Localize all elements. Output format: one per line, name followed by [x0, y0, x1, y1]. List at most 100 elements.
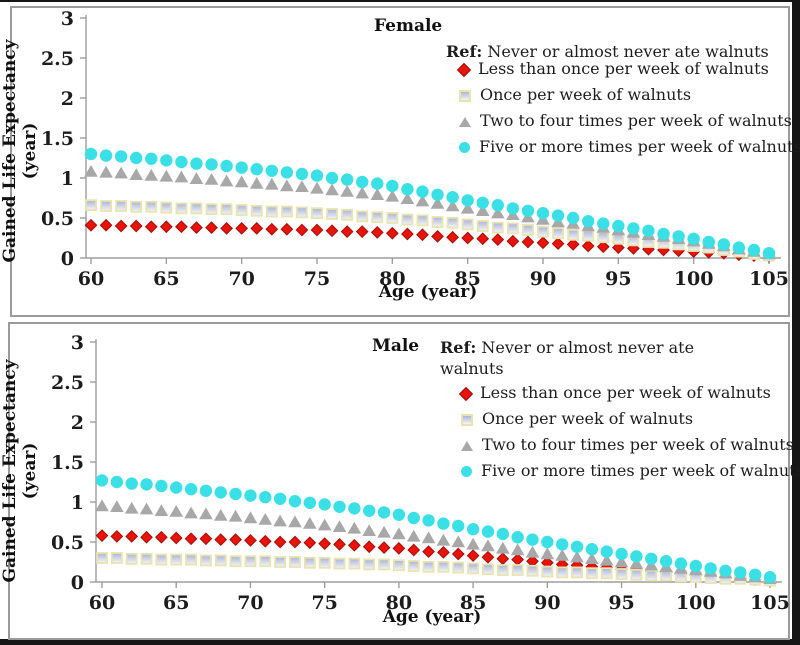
triangle-data-point — [362, 524, 376, 536]
x-tick-label: 100 — [676, 592, 716, 614]
square-data-point — [160, 201, 173, 214]
square-data-point — [645, 569, 658, 582]
triangle-data-point — [481, 539, 495, 552]
circle-data-point — [672, 230, 685, 243]
diamond-data-point — [407, 543, 421, 557]
triangle-marker-icon — [461, 440, 473, 451]
triangle-data-point — [213, 509, 228, 521]
circle-data-point — [461, 194, 474, 207]
circle-data-point — [582, 215, 595, 228]
circle-data-point — [265, 164, 278, 177]
circle-marker-icon — [459, 142, 470, 153]
triangle-data-point — [114, 166, 128, 179]
diamond-data-point — [84, 218, 98, 232]
y-tick-label: 1.5 — [41, 128, 74, 150]
square-data-point — [235, 204, 248, 216]
square-data-point — [522, 224, 534, 236]
triangle-data-point — [129, 168, 143, 180]
x-tick-label: 80 — [386, 592, 412, 614]
square-data-point — [341, 208, 354, 221]
diamond-data-point — [446, 230, 459, 244]
diamond-data-point — [99, 218, 113, 232]
y-tick-label: 2.5 — [51, 372, 84, 394]
square-data-point — [467, 562, 480, 575]
legend-item-label: Five or more times per week of walnuts — [481, 461, 800, 480]
triangle-data-point — [400, 192, 415, 204]
triangle-data-point — [460, 201, 475, 214]
circle-data-point — [541, 535, 554, 549]
square-data-point — [326, 208, 338, 220]
x-tick-label: 65 — [163, 592, 189, 614]
circle-data-point — [627, 222, 640, 235]
circle-data-point — [645, 552, 658, 565]
circle-data-point — [114, 150, 128, 163]
circle-data-point — [110, 475, 124, 489]
circle-data-point — [325, 171, 339, 185]
square-data-point — [185, 553, 197, 566]
ref-text: Never or almost never ate walnuts — [487, 42, 769, 61]
circle-data-point — [371, 177, 384, 190]
diamond-data-point — [496, 552, 510, 566]
square-data-point — [567, 228, 580, 241]
triangle-data-point — [340, 185, 354, 197]
circle-data-point — [229, 487, 242, 501]
square-data-point — [155, 553, 168, 566]
square-data-point — [511, 564, 524, 576]
square-data-point — [363, 558, 376, 571]
diamond-data-point — [214, 533, 228, 546]
diamond-data-point — [144, 220, 158, 234]
circle-data-point — [704, 562, 717, 575]
diamond-data-point — [258, 534, 272, 548]
square-data-point — [378, 558, 390, 571]
diamond-data-point — [611, 241, 625, 254]
circle-data-point — [377, 506, 391, 519]
y-tick-label: 1.5 — [51, 452, 84, 474]
x-tick-label: 90 — [534, 592, 560, 614]
circle-data-point — [214, 486, 227, 499]
diamond-data-point — [347, 538, 361, 552]
triangle-data-point — [570, 550, 584, 563]
circle-data-point — [466, 523, 480, 536]
diamond-data-point — [310, 223, 324, 237]
triangle-data-point — [204, 173, 219, 185]
square-data-point — [348, 557, 361, 570]
square-data-point — [496, 564, 509, 576]
ref-prefix: Ref: — [446, 42, 483, 61]
legend: Less than once per week of walnuts Once … — [458, 380, 800, 484]
diamond-data-point — [199, 532, 213, 546]
diamond-data-point — [491, 233, 505, 246]
circle-marker-icon — [461, 466, 472, 477]
x-tick-label: 85 — [460, 592, 486, 614]
circle-data-point — [259, 491, 272, 504]
circle-data-point — [763, 571, 777, 584]
diamond-data-point — [333, 538, 346, 551]
circle-data-point — [84, 147, 98, 161]
circle-data-point — [657, 227, 670, 241]
square-data-point — [229, 555, 242, 568]
diamond-data-point — [596, 240, 610, 254]
diamond-data-point — [385, 226, 399, 240]
circle-data-point — [130, 151, 143, 165]
square-data-point — [571, 566, 583, 579]
square-data-point — [371, 211, 384, 224]
diamond-data-point — [184, 532, 198, 546]
x-tick-label: 60 — [78, 268, 104, 290]
triangle-data-point — [491, 206, 505, 219]
square-data-point — [506, 222, 519, 235]
circle-data-point — [521, 204, 535, 217]
circle-data-point — [437, 517, 450, 530]
circle-data-point — [95, 474, 109, 487]
circle-data-point — [717, 238, 730, 251]
y-axis-label: Gained Life Expectancy (year) — [0, 39, 40, 263]
triangle-data-point — [189, 172, 204, 184]
circle-data-point — [422, 514, 435, 527]
square-data-point — [392, 559, 405, 572]
legend-item-label: Less than once per week of walnuts — [478, 59, 769, 78]
circle-data-point — [491, 199, 504, 212]
triangle-data-point — [317, 518, 332, 531]
diamond-data-point — [481, 550, 495, 564]
circle-data-point — [401, 183, 414, 196]
triangle-data-point — [159, 169, 174, 182]
diamond-data-point — [114, 219, 128, 233]
diamond-data-point — [355, 225, 369, 238]
